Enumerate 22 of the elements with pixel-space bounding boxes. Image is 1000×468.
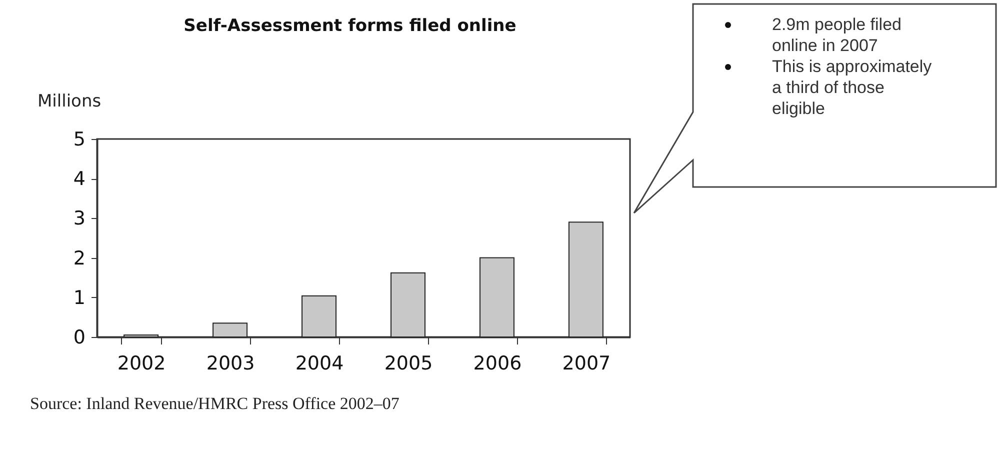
bar xyxy=(479,257,514,338)
x-tick-label: 2003 xyxy=(206,352,255,374)
bar xyxy=(302,295,337,338)
source-note: Source: Inland Revenue/HMRC Press Office 2002–07 xyxy=(30,394,400,414)
x-tick-label: 2005 xyxy=(384,352,433,374)
x-tick-label: 2006 xyxy=(473,352,522,374)
text: 2.9m people filed online in 2007 xyxy=(772,15,902,55)
bar xyxy=(390,272,426,338)
y-tick-label: 0 xyxy=(73,326,86,348)
y-tick-label: 3 xyxy=(73,208,86,230)
chart-title: Self-Assessment forms filed online xyxy=(182,16,518,36)
x-tick-label: 2007 xyxy=(562,352,611,374)
x-tick-label: 2002 xyxy=(117,352,166,374)
x-tick-label: 2004 xyxy=(295,352,344,374)
y-axis-title: Millions xyxy=(38,92,102,112)
bar xyxy=(568,222,604,338)
y-tick-label: 4 xyxy=(73,168,86,190)
y-tick-label: 5 xyxy=(73,128,86,150)
y-tick-label: 2 xyxy=(73,247,86,270)
bar xyxy=(212,322,248,338)
text: This is approximately a third of those eligible xyxy=(772,57,932,118)
y-tick-label: 1 xyxy=(73,286,86,309)
